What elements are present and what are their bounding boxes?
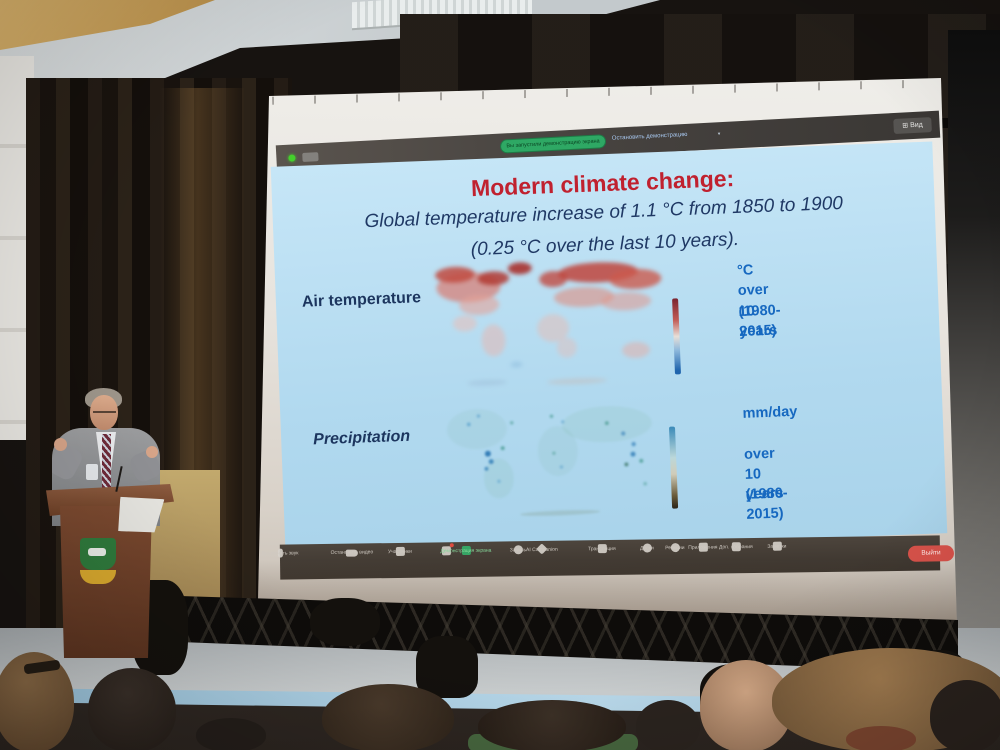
- view-button[interactable]: ⊞ Вид: [893, 117, 932, 135]
- stage-light-fixture: [416, 636, 478, 698]
- audience-head: [636, 700, 700, 750]
- presenter-glasses: [93, 411, 116, 413]
- city-crest-base: [80, 570, 116, 584]
- precipitation-legend: mm/day over 10 years (1980-2015): [742, 403, 798, 524]
- stop-share-button[interactable]: Остановить демонстрацию: [611, 131, 688, 142]
- screen-share-banner: Вы запустили демонстрацию экрана: [499, 134, 607, 154]
- notification-badge: [449, 543, 454, 548]
- right-wall: [948, 30, 1000, 650]
- audience-head: [478, 700, 626, 750]
- window-control-icon[interactable]: [302, 152, 319, 163]
- audience-head: [196, 718, 266, 750]
- audience-head: [846, 726, 916, 750]
- recording-dot-icon: [288, 154, 296, 162]
- presenter-right-hand: [146, 446, 158, 458]
- precipitation-label: Precipitation: [312, 427, 411, 449]
- audience-head: [322, 684, 454, 750]
- audience-head: [88, 668, 176, 750]
- audience-head: [930, 680, 1000, 750]
- air-temperature-label: Air temperature: [301, 289, 422, 311]
- equipment-bag: [310, 598, 380, 646]
- presentation-slide: Modern climate change: Global temperatur…: [270, 141, 948, 559]
- crest-moose-figure: [88, 548, 106, 556]
- temperature-legend: °C over 10 years (1980-2015): [736, 262, 781, 340]
- chevron-down-icon[interactable]: ▾: [717, 131, 721, 138]
- air-temperature-anomaly-map: [435, 262, 662, 386]
- precipitation-anomaly-map: [446, 406, 652, 516]
- presenter-tie: [102, 434, 111, 488]
- presenter-badge: [86, 464, 98, 480]
- presenter-left-hand: [54, 438, 67, 451]
